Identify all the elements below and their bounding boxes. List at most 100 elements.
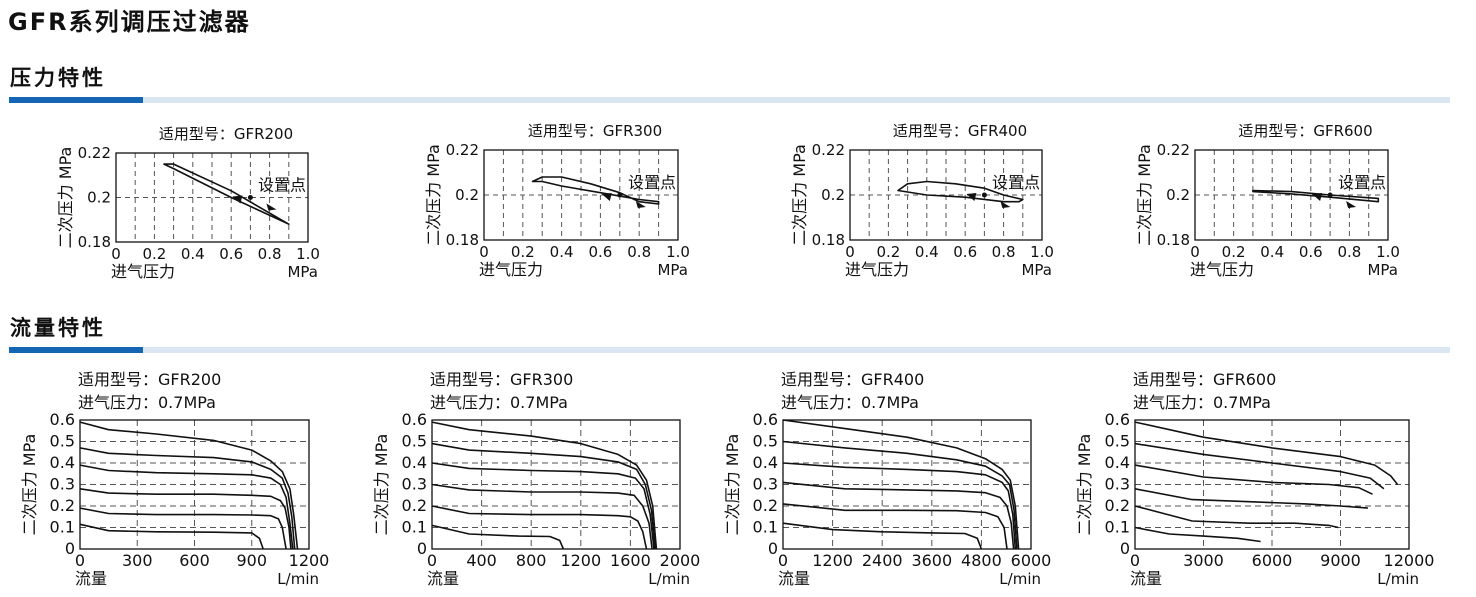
series-line-0.5 [1134, 442, 1385, 490]
x-tick-label: 0.6 [588, 243, 612, 261]
section-accent [9, 347, 143, 353]
x-tick-label: 1200 [289, 551, 330, 570]
series-line-0.5 [431, 442, 656, 550]
y-tick-label: 0.18 [78, 233, 111, 251]
y-tick-label: 0.18 [812, 231, 845, 249]
y-tick-label: 0.3 [753, 475, 778, 494]
x-tick-label: 0.2 [511, 243, 535, 261]
x-axis-label: 进气压力 [479, 260, 543, 279]
series-line-0.5 [79, 447, 296, 550]
plot-frame [115, 152, 309, 243]
x-tick-label: 0 [479, 243, 489, 261]
y-tick-label: 0.5 [753, 432, 778, 451]
section-divider-pressure [9, 97, 1450, 103]
y-axis-label: 二次压力 MPa [723, 434, 742, 536]
x-tick-label: 0 [1130, 551, 1140, 570]
x-tick-label: 6000 [1011, 551, 1052, 570]
y-axis-label: 二次压力 MPa [1075, 434, 1094, 536]
y-tick-label: 0.4 [50, 453, 75, 472]
x-tick-label: 0.2 [876, 243, 900, 261]
y-tick-label: 0.22 [78, 144, 111, 162]
y-tick-label: 0.1 [50, 518, 75, 537]
direction-arrow [601, 193, 612, 201]
y-axis-label: 二次压力 MPa [20, 434, 39, 536]
x-tick-label: 0.8 [627, 243, 651, 261]
series-line-0.1 [431, 524, 565, 550]
set-point-label: 设置点 [628, 173, 676, 192]
chart-model-label: 适用型号：GFR600 [1133, 370, 1276, 389]
y-tick-label: 0.2 [87, 189, 111, 207]
y-tick-label: 0.5 [50, 432, 75, 451]
series-line-0.4 [1134, 464, 1373, 495]
x-axis-unit: MPa [287, 263, 318, 281]
set-point-marker [981, 192, 987, 198]
y-axis-label: 二次压力 MPa [56, 147, 75, 249]
x-tick-label: 0.4 [1260, 243, 1284, 261]
x-tick-label: 0 [845, 243, 855, 261]
chart-3: 0 0.2 0.4 0.6 0.8 1.0 0.18 0.2 0.22 适用型号：GFR400 二次… [790, 122, 1054, 279]
series-line-0.4 [431, 462, 655, 550]
series-line-0.6 [79, 421, 299, 550]
series-line-0.1 [1134, 526, 1261, 543]
y-axis-label: 二次压力 MPa [372, 434, 391, 536]
x-tick-label: 0 [75, 551, 85, 570]
x-tick-label: 0 [1190, 243, 1200, 261]
x-tick-label: 2000 [660, 551, 701, 570]
y-tick-label: 0.18 [1157, 231, 1190, 249]
y-tick-label: 0.18 [446, 231, 479, 249]
x-tick-label: 0.8 [1337, 243, 1361, 261]
y-axis-label: 二次压力 MPa [1135, 144, 1154, 246]
x-tick-label: 1600 [610, 551, 651, 570]
y-tick-label: 0.3 [1105, 475, 1130, 494]
section-divider-flow [9, 347, 1450, 353]
y-axis-label: 二次压力 MPa [424, 144, 443, 246]
y-tick-label: 0.2 [455, 186, 479, 204]
plot-frame [1194, 149, 1389, 241]
x-tick-label: 900 [236, 551, 267, 570]
series-line-0.1 [79, 523, 264, 550]
x-tick-label: 0.4 [550, 243, 574, 261]
set-point-label: 设置点 [992, 173, 1040, 192]
x-tick-label: 3000 [1183, 551, 1224, 570]
y-tick-label: 0.6 [402, 410, 427, 429]
series-line-0.2 [1134, 505, 1339, 529]
section-title-pressure: 压力特性 [10, 66, 106, 90]
y-tick-label: 0.6 [1105, 410, 1130, 429]
x-axis-unit: L/min [1377, 570, 1419, 588]
chart-4: 0 0.2 0.4 0.6 0.8 1.0 0.18 0.2 0.22 适用型号：GFR600 二次… [1135, 122, 1400, 279]
y-tick-label: 0.6 [50, 410, 75, 429]
direction-arrow [1312, 193, 1323, 201]
set-point-marker [617, 192, 623, 198]
y-tick-label: 0 [768, 539, 778, 558]
chart-6: 0 400 800 1200 1600 200000.10.20.30.40.50.6适用… [372, 370, 700, 588]
y-tick-label: 0.1 [402, 518, 427, 537]
chart-model-label: 适用型号：GFR400 [893, 122, 1027, 140]
series-line-loop [163, 163, 290, 225]
series-line-0.2 [79, 507, 287, 550]
x-tick-label: 0 [111, 245, 121, 263]
plot-frame [782, 419, 1032, 550]
x-tick-label: 300 [122, 551, 153, 570]
y-tick-label: 0.2 [1105, 496, 1130, 515]
x-tick-label: 1.0 [1030, 243, 1054, 261]
page-title: GFR系列调压过滤器 [8, 8, 251, 36]
series-line-0.4 [79, 464, 294, 550]
chart-2: 0 0.2 0.4 0.6 0.8 1.0 0.18 0.2 0.22 适用型号：GFR300 二次… [424, 122, 690, 279]
y-tick-label: 0.5 [1105, 432, 1130, 451]
y-tick-label: 0 [1120, 539, 1130, 558]
x-axis-label: 流量 [1130, 569, 1162, 588]
y-tick-label: 0 [65, 539, 75, 558]
chart-1: 0 0.2 0.4 0.6 0.8 1.0 0.18 0.2 0.22 适用型号：GFR200 二次… [56, 125, 320, 281]
section-title-flow: 流量特性 [10, 316, 106, 340]
x-tick-label: 2400 [862, 551, 903, 570]
x-tick-label: 0.6 [1299, 243, 1323, 261]
x-axis-label: 进气压力 [845, 260, 909, 279]
x-tick-label: 400 [466, 551, 497, 570]
y-tick-label: 0.2 [1166, 186, 1190, 204]
y-tick-label: 0.1 [753, 518, 778, 537]
chart-inlet-label: 进气压力：0.7MPa [1133, 393, 1271, 412]
y-tick-label: 0.22 [1157, 141, 1190, 159]
chart-model-label: 适用型号：GFR600 [1238, 122, 1372, 140]
chart-model-label: 适用型号：GFR300 [430, 370, 573, 389]
x-tick-label: 0.2 [1222, 243, 1246, 261]
